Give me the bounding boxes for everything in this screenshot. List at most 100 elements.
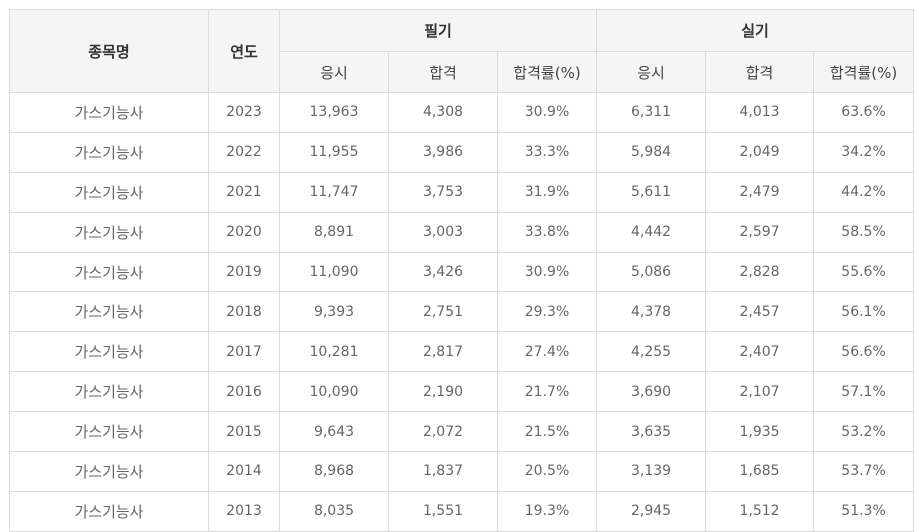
- cell-practical-pass-rate: 63.6%: [813, 92, 915, 133]
- table-row: 가스기능사 2019 11,090 3,426 30.9% 5,086 2,828 55.6%: [9, 251, 915, 293]
- cell-practical-applicants: 3,690: [596, 371, 707, 413]
- header-practical-pass-rate: 합격률(%): [813, 51, 915, 93]
- cell-practical-pass-rate: 58.5%: [813, 211, 915, 253]
- cell-written-passed: 2,751: [388, 291, 498, 333]
- header-row-top: 종목명 연도 필기 실기: [9, 9, 915, 93]
- cell-year: 2014: [208, 451, 280, 492]
- cell-written-pass-rate: 29.3%: [496, 291, 598, 333]
- cell-practical-pass-rate: 56.1%: [813, 291, 915, 333]
- header-written-passed: 합격: [388, 51, 498, 93]
- cell-written-passed: 3,986: [388, 131, 498, 173]
- cell-written-passed: 3,753: [388, 171, 498, 213]
- cell-practical-pass-rate: 57.1%: [813, 371, 915, 413]
- cell-name: 가스기능사: [9, 411, 209, 453]
- cell-practical-passed: 2,407: [705, 331, 815, 373]
- cell-practical-applicants: 3,635: [596, 411, 707, 453]
- header-written-group: 필기: [278, 9, 598, 52]
- header-practical-group: 실기: [596, 9, 915, 52]
- cell-written-pass-rate: 30.9%: [496, 251, 598, 293]
- cell-written-applicants: 11,090: [279, 251, 389, 293]
- cell-written-applicants: 8,968: [279, 451, 389, 492]
- cell-written-pass-rate: 21.5%: [496, 411, 598, 453]
- cell-year: 2015: [208, 411, 280, 453]
- cell-written-applicants: 10,281: [279, 331, 389, 373]
- cell-year: 2013: [208, 490, 280, 532]
- cell-practical-passed: 2,597: [705, 211, 815, 253]
- table-row: 가스기능사 2020 8,891 3,003 33.8% 4,442 2,597 58.5%: [9, 211, 915, 253]
- table-row: 가스기능사 2013 8,035 1,551 19.3% 2,945 1,512 51.3%: [9, 490, 915, 532]
- header-practical-applicants: 응시: [596, 51, 707, 93]
- cell-written-passed: 2,190: [388, 371, 498, 413]
- cell-practical-applicants: 3,139: [596, 451, 707, 492]
- header-practical-passed: 합격: [705, 51, 815, 93]
- pass-rate-table: 종목명 연도 필기 실기 응시 합격 합격률(%) 응시 합격 합격률(%) 가…: [9, 9, 915, 532]
- cell-practical-pass-rate: 53.7%: [813, 451, 915, 492]
- cell-year: 2022: [208, 131, 280, 173]
- cell-written-applicants: 9,643: [279, 411, 389, 453]
- cell-written-pass-rate: 21.7%: [496, 371, 598, 413]
- cell-written-applicants: 8,891: [279, 211, 389, 253]
- cell-name: 가스기능사: [9, 211, 209, 253]
- cell-written-applicants: 10,090: [279, 371, 389, 413]
- cell-written-applicants: 13,963: [279, 92, 389, 133]
- cell-written-passed: 3,003: [388, 211, 498, 253]
- header-year: 연도: [208, 9, 280, 93]
- cell-name: 가스기능사: [9, 331, 209, 373]
- table-row: 가스기능사 2016 10,090 2,190 21.7% 3,690 2,107 57.1%: [9, 371, 915, 413]
- cell-practical-applicants: 5,984: [596, 131, 707, 173]
- stats-table-container: 종목명 연도 필기 실기 응시 합격 합격률(%) 응시 합격 합격률(%) 가…: [9, 9, 915, 532]
- cell-practical-applicants: 5,086: [596, 251, 707, 293]
- cell-practical-pass-rate: 34.2%: [813, 131, 915, 173]
- cell-practical-passed: 2,107: [705, 371, 815, 413]
- cell-name: 가스기능사: [9, 291, 209, 333]
- cell-written-passed: 3,426: [388, 251, 498, 293]
- cell-name: 가스기능사: [9, 451, 209, 492]
- cell-practical-pass-rate: 44.2%: [813, 171, 915, 213]
- cell-practical-applicants: 2,945: [596, 490, 707, 532]
- cell-year: 2018: [208, 291, 280, 333]
- cell-practical-pass-rate: 51.3%: [813, 490, 915, 532]
- cell-name: 가스기능사: [9, 490, 209, 532]
- table-row: 가스기능사 2017 10,281 2,817 27.4% 4,255 2,407 56.6%: [9, 331, 915, 373]
- cell-written-applicants: 8,035: [279, 490, 389, 532]
- cell-name: 가스기능사: [9, 131, 209, 173]
- cell-name: 가스기능사: [9, 371, 209, 413]
- cell-practical-applicants: 5,611: [596, 171, 707, 213]
- header-name: 종목명: [9, 9, 209, 93]
- cell-practical-applicants: 4,442: [596, 211, 707, 253]
- cell-year: 2016: [208, 371, 280, 413]
- table-row: 가스기능사 2021 11,747 3,753 31.9% 5,611 2,479 44.2%: [9, 171, 915, 213]
- cell-written-pass-rate: 20.5%: [496, 451, 598, 492]
- cell-practical-passed: 2,457: [705, 291, 815, 333]
- cell-written-applicants: 11,747: [279, 171, 389, 213]
- cell-written-passed: 4,308: [388, 92, 498, 133]
- cell-written-passed: 1,837: [388, 451, 498, 492]
- cell-written-applicants: 11,955: [279, 131, 389, 173]
- header-row-sub: 응시 합격 합격률(%) 응시 합격 합격률(%): [10, 51, 915, 93]
- cell-practical-pass-rate: 55.6%: [813, 251, 915, 293]
- cell-written-pass-rate: 31.9%: [496, 171, 598, 213]
- cell-written-passed: 1,551: [388, 490, 498, 532]
- table-body: 가스기능사 2023 13,963 4,308 30.9% 6,311 4,013 63.6%…: [9, 92, 915, 532]
- cell-written-passed: 2,072: [388, 411, 498, 453]
- cell-year: 2019: [208, 251, 280, 293]
- cell-name: 가스기능사: [9, 171, 209, 213]
- cell-year: 2017: [208, 331, 280, 373]
- cell-practical-applicants: 4,255: [596, 331, 707, 373]
- header-written-pass-rate: 합격률(%): [496, 51, 598, 93]
- cell-written-pass-rate: 30.9%: [496, 92, 598, 133]
- cell-year: 2023: [208, 92, 280, 133]
- cell-written-pass-rate: 27.4%: [496, 331, 598, 373]
- table-row: 가스기능사 2023 13,963 4,308 30.9% 6,311 4,013 63.6%: [9, 92, 915, 133]
- cell-written-applicants: 9,393: [279, 291, 389, 333]
- cell-name: 가스기능사: [9, 251, 209, 293]
- cell-written-pass-rate: 33.3%: [496, 131, 598, 173]
- cell-year: 2021: [208, 171, 280, 213]
- cell-practical-passed: 1,935: [705, 411, 815, 453]
- cell-practical-applicants: 4,378: [596, 291, 707, 333]
- cell-practical-applicants: 6,311: [596, 92, 707, 133]
- cell-name: 가스기능사: [9, 92, 209, 133]
- table-row: 가스기능사 2018 9,393 2,751 29.3% 4,378 2,457 56.1%: [9, 291, 915, 333]
- cell-practical-passed: 4,013: [705, 92, 815, 133]
- table-header: 종목명 연도 필기 실기 응시 합격 합격률(%) 응시 합격 합격률(%): [9, 9, 915, 93]
